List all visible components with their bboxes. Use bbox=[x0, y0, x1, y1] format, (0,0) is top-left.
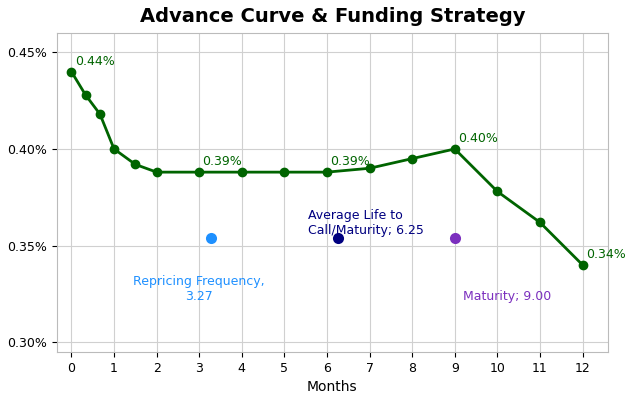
Text: Repricing Frequency,
3.27: Repricing Frequency, 3.27 bbox=[133, 275, 265, 302]
Text: Maturity; 9.00: Maturity; 9.00 bbox=[464, 290, 552, 302]
Title: Advance Curve & Funding Strategy: Advance Curve & Funding Strategy bbox=[140, 7, 525, 26]
Text: 0.44%: 0.44% bbox=[75, 55, 114, 68]
Text: 0.39%: 0.39% bbox=[330, 155, 370, 168]
Text: 0.40%: 0.40% bbox=[458, 132, 498, 145]
Text: 0.39%: 0.39% bbox=[203, 155, 243, 168]
Text: Average Life to
Call/Maturity; 6.25: Average Life to Call/Maturity; 6.25 bbox=[308, 209, 424, 237]
Text: 0.34%: 0.34% bbox=[586, 248, 625, 261]
X-axis label: Months: Months bbox=[307, 380, 358, 394]
